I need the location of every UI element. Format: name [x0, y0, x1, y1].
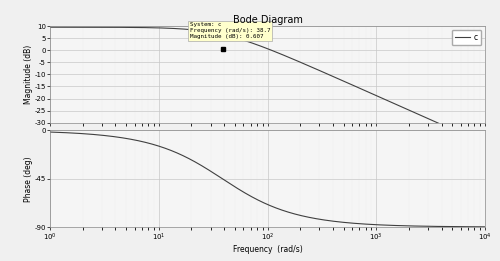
X-axis label: Frequency  (rad/s): Frequency (rad/s): [232, 245, 302, 254]
Legend: c: c: [452, 30, 481, 45]
Y-axis label: Phase (deg): Phase (deg): [24, 156, 33, 201]
Y-axis label: Magnitude (dB): Magnitude (dB): [24, 45, 33, 104]
Text: System: c
Frequency (rad/s): 38.7
Magnitude (dB): 0.607: System: c Frequency (rad/s): 38.7 Magnit…: [190, 22, 270, 39]
Title: Bode Diagram: Bode Diagram: [232, 15, 302, 25]
